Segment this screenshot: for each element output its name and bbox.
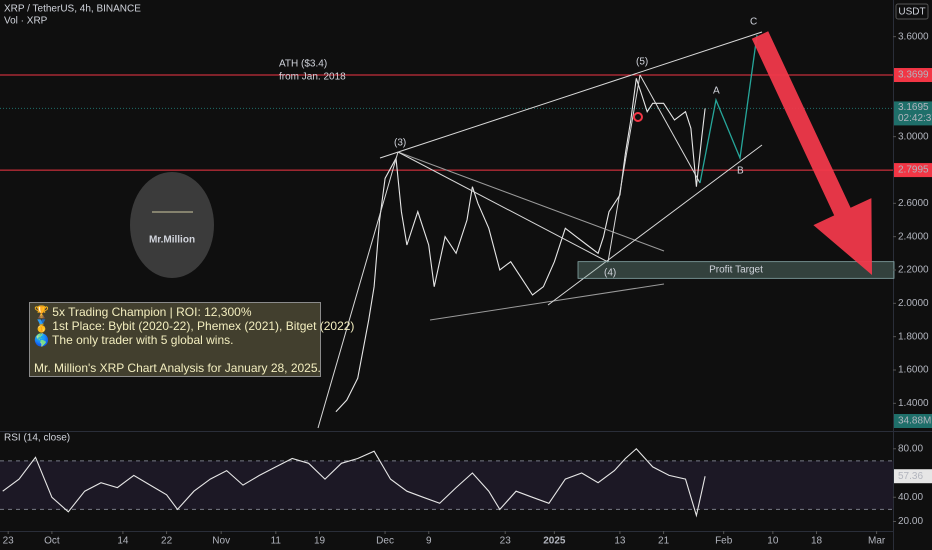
symbol-header: XRP / TetherUS, 4h, BINANCE <box>4 4 141 15</box>
wave-label: (5) <box>636 57 648 68</box>
x-tick-label: 2025 <box>543 536 566 547</box>
x-tick-label: 22 <box>161 536 173 547</box>
x-tick-label: 13 <box>614 536 626 547</box>
info-line: 🌎 The only trader with 5 global wins. <box>34 333 233 347</box>
logo-text: Mr.Million <box>149 235 195 246</box>
price-line <box>335 78 706 413</box>
forecast-arrow <box>751 31 872 276</box>
volume-badge <box>894 414 932 428</box>
ath-note: ATH ($3.4) <box>279 59 327 70</box>
level-badge-label: 2.7995 <box>898 165 929 176</box>
y-tick-label: 3.0000 <box>898 131 929 142</box>
last-price-label: 3.1695 <box>898 102 929 113</box>
volume-badge-label: 34.88M <box>898 416 931 427</box>
y-tick-label: 2.2000 <box>898 265 929 276</box>
marker-circle <box>633 112 643 122</box>
info-line: 🏆 5x Trading Champion | ROI: 12,300% <box>34 305 252 319</box>
countdown-label: 02:42:37 <box>898 113 932 124</box>
profit-target-label: Profit Target <box>709 265 763 276</box>
y-tick-label: 40.00 <box>898 492 923 503</box>
x-tick-label: 10 <box>767 536 779 547</box>
rsi-title: RSI (14, close) <box>4 433 70 444</box>
x-tick-label: Feb <box>715 536 733 547</box>
rsi-badge <box>894 469 932 484</box>
axes: 3.6000 3.0000 2.6000 2.4000 2.2000 2.0000 1.80… <box>3 31 932 547</box>
logo-circle <box>130 172 214 278</box>
y-tick-label: 20.00 <box>898 516 923 527</box>
rsi-band <box>0 460 893 510</box>
x-tick-label: 21 <box>658 536 670 547</box>
rsi-pane <box>0 448 893 518</box>
wave-label: C <box>750 17 757 28</box>
wave-label: (3) <box>394 138 406 149</box>
y-tick-label: 2.6000 <box>898 198 929 209</box>
x-tick-label: 11 <box>271 536 282 547</box>
x-tick-label: Nov <box>212 536 230 547</box>
wave-line <box>607 74 641 263</box>
price-line <box>2 448 706 518</box>
info-box <box>29 302 321 377</box>
y-tick-label: 80.00 <box>898 443 923 454</box>
x-tick-label: 19 <box>314 536 326 547</box>
trend-line <box>397 151 609 263</box>
wave-label: B <box>737 166 744 177</box>
x-tick-label: Oct <box>44 536 60 547</box>
x-tick-label: 23 <box>3 536 15 547</box>
x-tick-label: Dec <box>376 536 394 547</box>
volume-header: Vol · XRP <box>4 16 48 27</box>
trend-line <box>429 283 665 321</box>
level-badge <box>894 68 932 83</box>
y-tick-label: 2.4000 <box>898 231 929 242</box>
currency-button[interactable] <box>895 3 929 20</box>
trend-line <box>317 151 399 429</box>
currency-label[interactable]: USDT <box>898 7 925 18</box>
trend-line <box>379 31 763 159</box>
level-badge <box>894 163 932 178</box>
info-line: 🥇 1st Place: Bybit (2020-22), Phemex (20… <box>34 319 354 333</box>
rsi-badge-label: 57.36 <box>898 471 923 482</box>
info-line: Mr. Million's XRP Chart Analysis for Jan… <box>34 361 321 375</box>
wave-label: A <box>713 86 720 97</box>
x-tick-label: 14 <box>117 536 129 547</box>
x-tick-label: Mar <box>868 536 886 547</box>
wave-line <box>639 74 701 184</box>
y-tick-label: 1.4000 <box>898 398 929 409</box>
drawings <box>317 31 763 429</box>
y-tick-label: 1.6000 <box>898 365 929 376</box>
y-tick-label: 2.0000 <box>898 298 929 309</box>
ath-note: from Jan. 2018 <box>279 72 346 83</box>
y-tick-label: 3.6000 <box>898 31 929 42</box>
last-price-badge <box>894 101 932 126</box>
x-tick-label: 23 <box>500 536 512 547</box>
x-tick-label: 9 <box>426 536 432 547</box>
trend-line <box>397 151 665 252</box>
wave-label: (4) <box>604 268 616 279</box>
x-tick-label: 18 <box>811 536 823 547</box>
abc-wave <box>699 34 758 184</box>
price-pane <box>0 74 893 413</box>
level-badge-label: 3.3699 <box>898 70 929 81</box>
y-tick-label: 1.8000 <box>898 331 929 342</box>
